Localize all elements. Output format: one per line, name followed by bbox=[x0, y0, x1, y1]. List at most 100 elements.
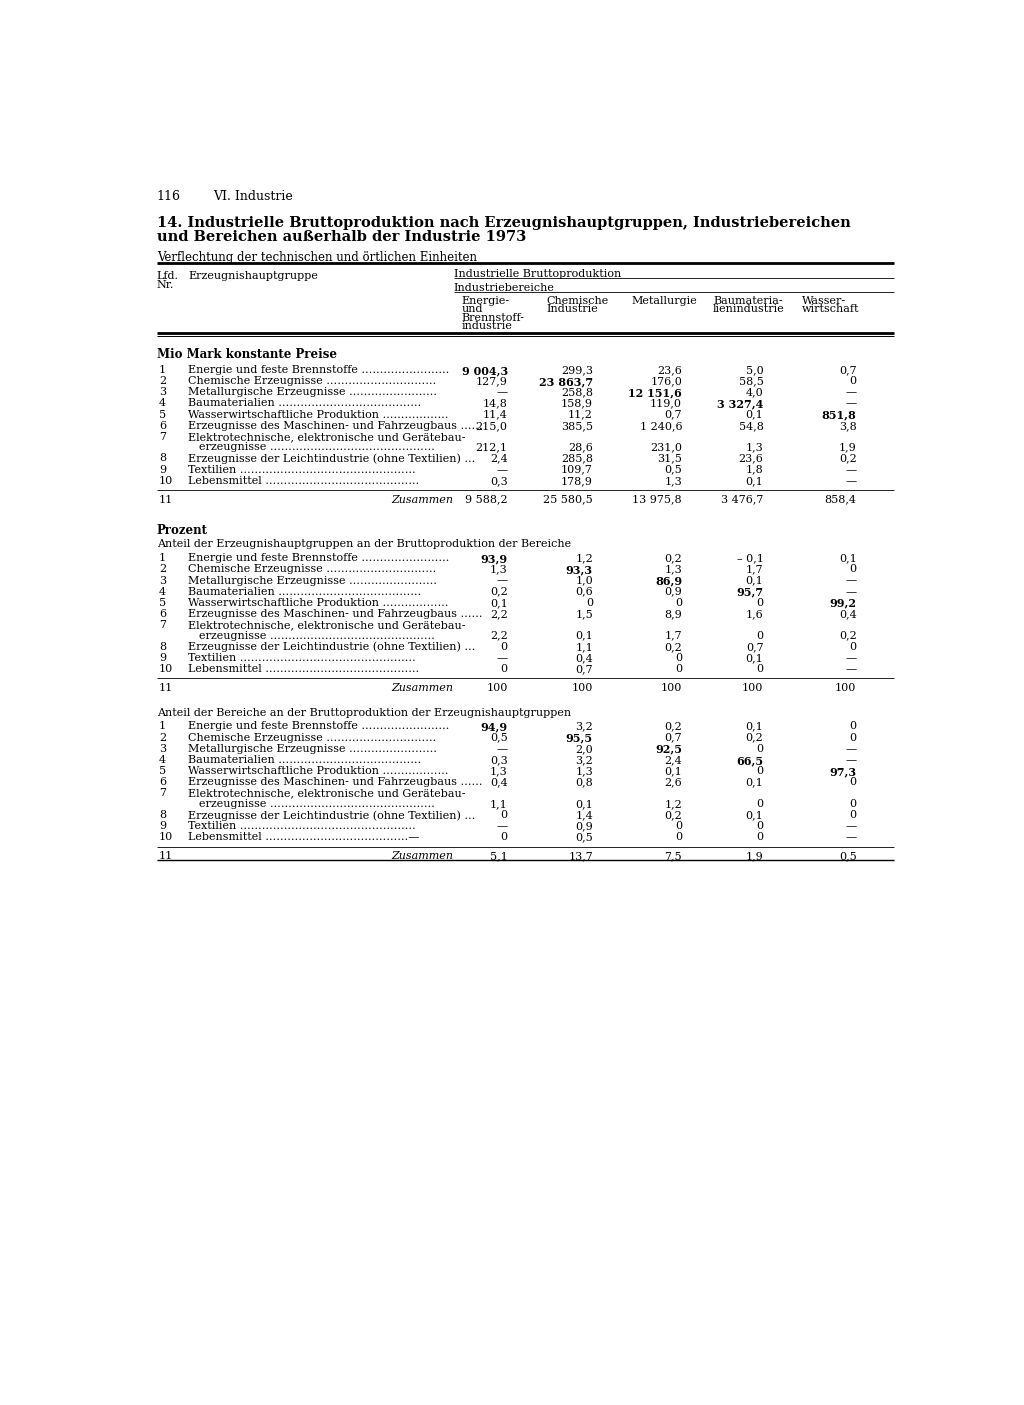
Text: 2,2: 2,2 bbox=[490, 631, 508, 641]
Text: Elektrotechnische, elektronische und Gerätebau-: Elektrotechnische, elektronische und Ger… bbox=[188, 431, 466, 443]
Text: 0: 0 bbox=[501, 642, 508, 652]
Text: 8,9: 8,9 bbox=[665, 608, 682, 620]
Text: Zusammen: Zusammen bbox=[391, 851, 454, 861]
Text: 23 863,7: 23 863,7 bbox=[539, 377, 593, 388]
Text: 2,4: 2,4 bbox=[665, 754, 682, 764]
Text: 0,5: 0,5 bbox=[575, 832, 593, 843]
Text: —: — bbox=[846, 665, 856, 674]
Text: 3: 3 bbox=[159, 388, 166, 398]
Text: —: — bbox=[497, 465, 508, 475]
Text: 100: 100 bbox=[571, 683, 593, 693]
Text: 0: 0 bbox=[501, 832, 508, 843]
Text: —: — bbox=[497, 576, 508, 586]
Text: 0: 0 bbox=[757, 799, 764, 809]
Text: 1,3: 1,3 bbox=[575, 766, 593, 776]
Text: Zusammen: Zusammen bbox=[391, 683, 454, 693]
Text: 2: 2 bbox=[159, 732, 166, 743]
Text: 116: 116 bbox=[157, 190, 180, 204]
Text: Industrie: Industrie bbox=[547, 303, 598, 315]
Text: —: — bbox=[497, 821, 508, 832]
Text: 4: 4 bbox=[159, 399, 166, 409]
Text: Energie und feste Brennstoffe ……………………: Energie und feste Brennstoffe …………………… bbox=[188, 554, 450, 563]
Text: 0: 0 bbox=[757, 599, 764, 608]
Text: 9: 9 bbox=[159, 821, 166, 832]
Text: 0: 0 bbox=[757, 665, 764, 674]
Text: 0,2: 0,2 bbox=[665, 554, 682, 563]
Text: lienindustrie: lienindustrie bbox=[713, 303, 784, 315]
Text: 0,4: 0,4 bbox=[490, 777, 508, 787]
Text: erzeugnisse ………………………………………: erzeugnisse ……………………………………… bbox=[200, 443, 435, 452]
Text: 1,7: 1,7 bbox=[745, 565, 764, 575]
Text: 0,1: 0,1 bbox=[575, 631, 593, 641]
Text: 100: 100 bbox=[486, 683, 508, 693]
Text: —: — bbox=[846, 465, 856, 475]
Text: 1,3: 1,3 bbox=[665, 476, 682, 486]
Text: —: — bbox=[846, 587, 856, 597]
Text: 1,6: 1,6 bbox=[745, 608, 764, 620]
Text: 99,2: 99,2 bbox=[829, 599, 856, 608]
Text: industrie: industrie bbox=[461, 322, 512, 332]
Text: 0,1: 0,1 bbox=[745, 576, 764, 586]
Text: —: — bbox=[497, 388, 508, 398]
Text: 0,9: 0,9 bbox=[665, 587, 682, 597]
Text: 1,3: 1,3 bbox=[745, 443, 764, 452]
Text: 0,1: 0,1 bbox=[745, 721, 764, 732]
Text: —: — bbox=[846, 476, 856, 486]
Text: 86,9: 86,9 bbox=[655, 576, 682, 586]
Text: 1,3: 1,3 bbox=[490, 766, 508, 776]
Text: 4: 4 bbox=[159, 754, 166, 764]
Text: 0: 0 bbox=[675, 665, 682, 674]
Text: 3: 3 bbox=[159, 743, 166, 754]
Text: 0,1: 0,1 bbox=[665, 766, 682, 776]
Text: 1,4: 1,4 bbox=[575, 811, 593, 821]
Text: 0: 0 bbox=[757, 832, 764, 843]
Text: 0,7: 0,7 bbox=[839, 365, 856, 375]
Text: 385,5: 385,5 bbox=[561, 420, 593, 431]
Text: 11: 11 bbox=[159, 851, 173, 861]
Text: 1,2: 1,2 bbox=[665, 799, 682, 809]
Text: 0: 0 bbox=[849, 565, 856, 575]
Text: 93,3: 93,3 bbox=[566, 565, 593, 576]
Text: 0,3: 0,3 bbox=[490, 476, 508, 486]
Text: Elektrotechnische, elektronische und Gerätebau-: Elektrotechnische, elektronische und Ger… bbox=[188, 788, 466, 798]
Text: 0: 0 bbox=[849, 721, 856, 732]
Text: 1,3: 1,3 bbox=[490, 565, 508, 575]
Text: Chemische Erzeugnisse …………………………: Chemische Erzeugnisse ………………………… bbox=[188, 732, 436, 743]
Text: 0: 0 bbox=[757, 631, 764, 641]
Text: 1,5: 1,5 bbox=[575, 608, 593, 620]
Text: 0,1: 0,1 bbox=[745, 653, 764, 663]
Text: Textilien …………………………………………: Textilien ………………………………………… bbox=[188, 821, 416, 832]
Text: 95,5: 95,5 bbox=[566, 732, 593, 743]
Text: und: und bbox=[461, 303, 482, 315]
Text: 2,4: 2,4 bbox=[490, 454, 508, 464]
Text: 119,0: 119,0 bbox=[650, 399, 682, 409]
Text: 6: 6 bbox=[159, 420, 166, 431]
Text: —: — bbox=[846, 576, 856, 586]
Text: 3: 3 bbox=[159, 576, 166, 586]
Text: 2: 2 bbox=[159, 565, 166, 575]
Text: 3,8: 3,8 bbox=[839, 420, 856, 431]
Text: 0,1: 0,1 bbox=[839, 554, 856, 563]
Text: 2,2: 2,2 bbox=[490, 608, 508, 620]
Text: 9: 9 bbox=[159, 653, 166, 663]
Text: 5,0: 5,0 bbox=[745, 365, 764, 375]
Text: Erzeugnisse des Maschinen- und Fahrzeugbaus ……: Erzeugnisse des Maschinen- und Fahrzeugb… bbox=[188, 777, 483, 787]
Text: 2,0: 2,0 bbox=[575, 743, 593, 754]
Text: —: — bbox=[497, 653, 508, 663]
Text: 0,2: 0,2 bbox=[665, 811, 682, 821]
Text: 0,5: 0,5 bbox=[839, 851, 856, 861]
Text: 1,1: 1,1 bbox=[575, 642, 593, 652]
Text: 1,0: 1,0 bbox=[575, 576, 593, 586]
Text: wirtschaft: wirtschaft bbox=[802, 303, 860, 315]
Text: 0,6: 0,6 bbox=[575, 587, 593, 597]
Text: Anteil der Erzeugnishauptgruppen an der Bruttoproduktion der Bereiche: Anteil der Erzeugnishauptgruppen an der … bbox=[157, 540, 570, 549]
Text: 0,2: 0,2 bbox=[665, 642, 682, 652]
Text: Baumaterialien …………………………………: Baumaterialien ………………………………… bbox=[188, 399, 422, 409]
Text: 1,3: 1,3 bbox=[665, 565, 682, 575]
Text: VI. Industrie: VI. Industrie bbox=[213, 190, 293, 204]
Text: 0,5: 0,5 bbox=[490, 732, 508, 743]
Text: 5: 5 bbox=[159, 410, 166, 420]
Text: 0: 0 bbox=[849, 642, 856, 652]
Text: —: — bbox=[846, 653, 856, 663]
Text: 1,8: 1,8 bbox=[745, 465, 764, 475]
